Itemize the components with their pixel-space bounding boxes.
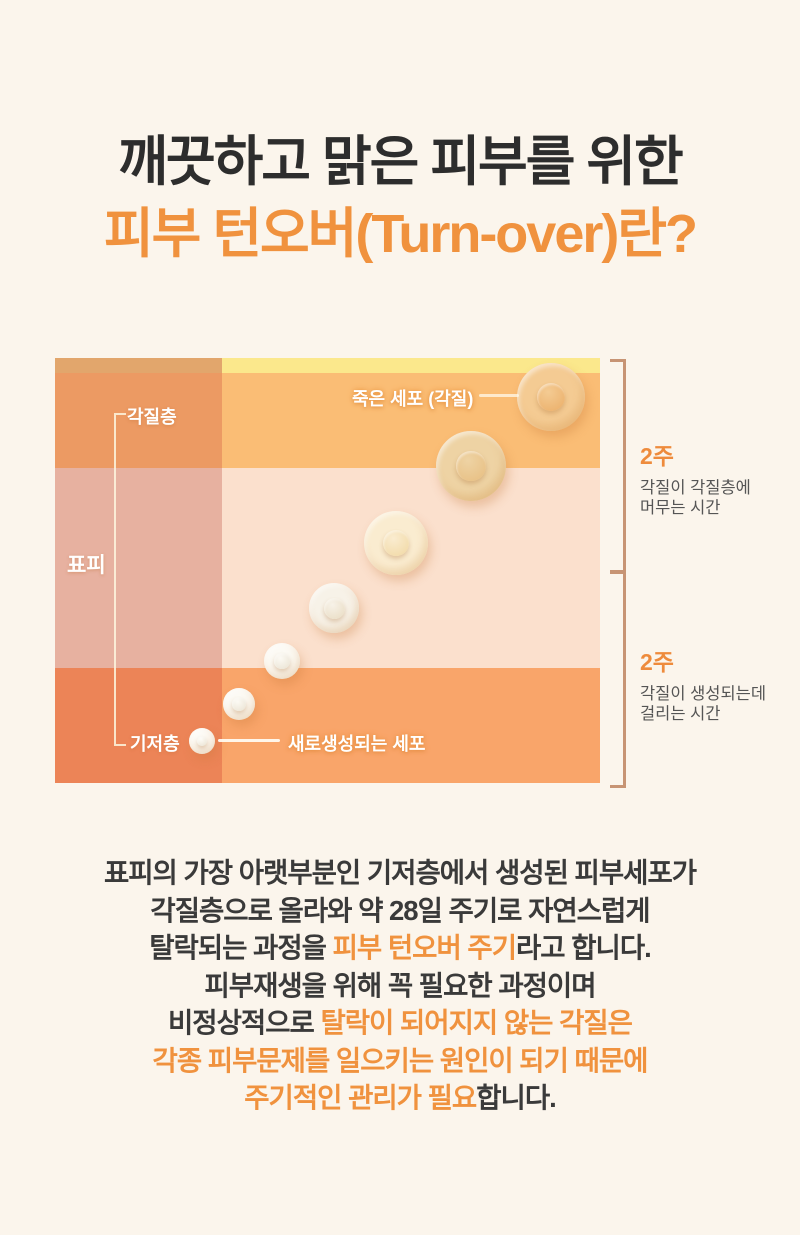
skin-cell-nucleus xyxy=(232,697,246,711)
paragraph-line-7-highlight: 주기적인 관리가 필요 xyxy=(244,1082,477,1113)
skin-cell-nucleus xyxy=(536,382,566,412)
paragraph-line-3-pre: 탈락되는 과정을 xyxy=(149,932,333,963)
skin-cell xyxy=(223,688,255,720)
band-basal-layer-left-column xyxy=(55,668,222,783)
weeks-desc-top-line2: 머무는 시간 xyxy=(640,498,721,517)
horny-layer-label: 각질층 xyxy=(127,407,177,427)
paragraph-line-5-pre: 비정상적으로 xyxy=(168,1007,321,1038)
paragraph-line-2: 각질층으로 올라와 약 28일 주기로 자연스럽게 xyxy=(150,894,650,926)
skin-cell xyxy=(189,728,215,754)
weeks-value-top: 2주 xyxy=(640,443,674,469)
paragraph-line-5-highlight: 탈락이 되어지지 않는 각질은 xyxy=(320,1007,633,1038)
weeks-desc-bottom-line2: 걸리는 시간 xyxy=(640,704,721,723)
dead-cell-pointer-line xyxy=(479,394,519,397)
weeks-desc-bottom: 각질이 생성되는데 걸리는 시간 xyxy=(640,685,766,724)
skin-cell-nucleus xyxy=(323,597,345,619)
new-cell-label: 새로생성되는 세포 xyxy=(288,734,426,754)
dead-cell-label: 죽은 세포 (각질) xyxy=(352,389,474,409)
cycle-annotation-bottom: 2주 각질이 생성되는데 걸리는 시간 xyxy=(640,643,766,724)
title-line-1: 깨끗하고 맑은 피부를 위한 xyxy=(118,132,684,192)
epidermis-label: 표피 xyxy=(67,554,106,577)
skin-cell xyxy=(517,363,585,431)
skin-cell-nucleus xyxy=(382,529,410,557)
new-cell-pointer-line xyxy=(218,739,280,742)
skin-turnover-diagram: 각질층 표피 기저층 죽은 세포 (각질) 새로생성되는 세포 xyxy=(55,358,600,783)
skin-cell-nucleus xyxy=(274,653,290,669)
layer-bracket-line xyxy=(114,413,126,746)
cycle-bracket-top xyxy=(610,359,626,573)
weeks-desc-bottom-line1: 각질이 생성되는데 xyxy=(640,685,767,703)
band-horny-layer-left-column xyxy=(55,373,222,468)
paragraph-line-7: 주기적인 관리가 필요합니다. xyxy=(0,1079,800,1117)
cycle-bracket-bottom xyxy=(610,571,626,788)
weeks-value-bottom: 2주 xyxy=(640,649,674,675)
paragraph-line-7-post: 합니다. xyxy=(476,1082,557,1113)
paragraph-line-3-highlight: 피부 턴오버 주기 xyxy=(332,932,517,963)
paragraph-line-3: 탈락되는 과정을 피부 턴오버 주기라고 합니다. xyxy=(0,929,800,967)
title-line-2: 피부 턴오버(Turn-over)란? xyxy=(103,204,698,264)
paragraph-line-3-post: 라고 합니다. xyxy=(516,932,652,963)
band-epidermis-left-column xyxy=(55,468,222,668)
skin-cell-nucleus xyxy=(196,735,208,747)
skin-cell-nucleus xyxy=(456,451,486,481)
explanation-paragraph: 표피의 가장 아랫부분인 기저층에서 생성된 피부세포가 각질층으로 올라와 약… xyxy=(0,854,800,1117)
paragraph-line-6: 각종 피부문제를 일으키는 원인이 되기 때문에 xyxy=(152,1044,649,1076)
basal-layer-label: 기저층 xyxy=(130,734,180,754)
paragraph-line-5: 비정상적으로 탈락이 되어지지 않는 각질은 xyxy=(0,1004,800,1042)
paragraph-line-1: 표피의 가장 아랫부분인 기저층에서 생성된 피부세포가 xyxy=(103,857,697,888)
band-surface-left-column xyxy=(55,358,222,373)
title-block: 깨끗하고 맑은 피부를 위한 피부 턴오버(Turn-over)란? xyxy=(0,126,800,270)
paragraph-line-4: 피부재생을 위해 꼭 필요한 과정이며 xyxy=(204,969,596,1001)
weeks-desc-top-line1: 각질이 각질층에 xyxy=(640,479,751,497)
skin-cell xyxy=(436,431,506,501)
skin-cell xyxy=(364,511,428,575)
skin-cell xyxy=(264,643,300,679)
cycle-annotation-top: 2주 각질이 각질층에 머무는 시간 xyxy=(640,437,751,518)
skin-cell xyxy=(309,583,359,633)
weeks-desc-top: 각질이 각질층에 머무는 시간 xyxy=(640,479,751,518)
